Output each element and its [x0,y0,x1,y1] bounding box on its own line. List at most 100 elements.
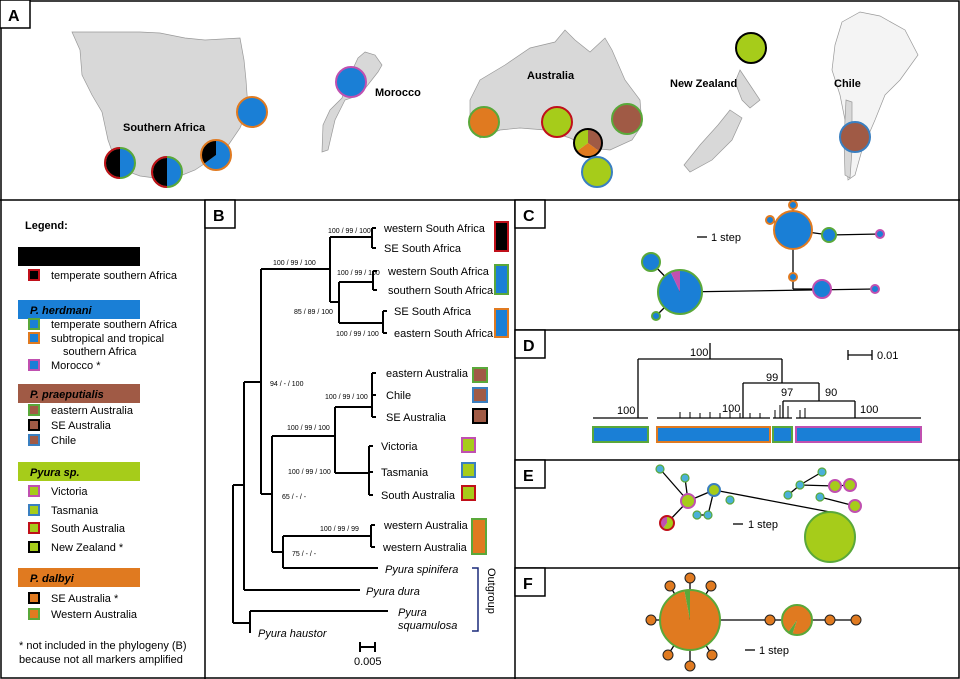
haplotype-circle [200,139,232,171]
haplotype-node [765,215,775,225]
clade-color-box [494,264,509,295]
support-value: 85 / 89 / 100 [294,309,333,316]
haplotype-node [707,483,721,497]
haplotype-node [706,649,718,661]
haplotype-node [815,492,825,502]
scale-bar-label: 1 step [759,645,789,657]
legend: Legend: Pyura stolonifera temperate southe… [18,220,187,666]
legend-group-name: Pyura stolonifera [30,252,120,264]
haplotype-circle-slice [105,148,120,178]
clade-color-box [471,518,487,555]
support-value: 65 / - / - [282,494,307,501]
tip-label: Chile [386,390,411,402]
haplotype-circle [541,106,573,138]
tip-label: SE Australia [386,412,447,424]
legend-item-label: Victoria [51,486,88,498]
haplotype-node [850,614,862,626]
support-value: 100 / 99 / 100 [337,270,380,277]
outgroup-label: Outgroup [485,568,497,614]
haplotype-node [764,614,776,626]
haplotype-node [657,269,703,315]
tip-label: South Australia [381,490,456,502]
clade-color-box [461,485,476,501]
panel-label-f: F [523,576,533,593]
legend-group-name: Pyura sp. [30,467,80,479]
tip-label: western South Africa [387,266,490,278]
haplotype-circle-slice [216,140,231,155]
support-value: 100 [690,347,708,359]
legend-item-label: SE Australia * [51,593,119,605]
legend-item-label: Morocco * [51,360,101,372]
legend-item-label: SE Australia [51,420,112,432]
panel-label-box [514,329,546,359]
tip-label: SE South Africa [394,306,472,318]
legend-swatch [28,541,40,553]
tip-label: SE South Africa [384,243,462,255]
legend-item-label: temperate southern Africa [51,270,178,282]
clade-color-box [494,308,509,338]
haplotype-node [848,499,862,513]
legend-item-label: New Zealand * [51,542,124,554]
clade-color-box [472,387,488,403]
haplotype-circle [468,106,500,138]
legend-swatch [28,332,40,344]
haplotype-node [788,272,798,282]
haplotype-circle-slice [203,155,231,170]
map-region-label: Chile [834,78,861,90]
border-arc [104,147,121,179]
clade-color-box [461,437,476,453]
legend-footnote: because not all markers amplified [19,654,183,666]
haplotype-node [783,490,793,500]
haplotype-node [680,473,690,483]
clade-color-box [494,221,509,252]
network-edge [679,288,876,293]
legend-item-label: southern Africa [63,346,137,358]
haplotype-node-slice [670,270,680,292]
map-region-label: Morocco [375,87,421,99]
haplotype-node-slice [788,620,797,635]
haplotype-circle [335,66,367,98]
tip-label: eastern Australia [386,368,469,380]
support-value: 75 / - / - [292,551,317,558]
legend-group-header [18,568,140,587]
haplotype-circle-slice [120,148,135,178]
legend-swatch [28,318,40,330]
haplotype-node [828,479,842,493]
phylogeny-b-labels: western South Africa SE South Africa weste… [258,223,497,668]
haplotype-node [662,649,674,661]
haplotype-node [692,510,702,520]
haplotype-node-slice [792,605,813,636]
legend-group-header [18,384,140,403]
legend-swatch [28,485,40,497]
haplotype-node-slice [662,516,674,531]
haplotype-circle [735,32,767,64]
scale-bar-label: 1 step [748,519,778,531]
haplotype-node [804,511,856,563]
clade-bar [592,426,649,443]
legend-group-name: P. herdmani [30,305,92,317]
outgroup-tip-label: squamulosa [398,620,457,632]
haplotype-node [645,614,657,626]
map-region-label: Southern Africa [123,122,206,134]
haplotype-node [812,279,832,299]
panel-a-map [71,11,919,181]
haplotype-node [684,660,696,672]
haplotype-node-slice [782,605,797,633]
legend-item-label: temperate southern Africa [51,319,178,331]
panel-labels: A B C D E F [0,0,546,597]
legend-item-label: Western Australia [51,609,138,621]
legend-swatch [28,419,40,431]
haplotype-circle [581,156,613,188]
clade-bar [772,426,793,443]
panel-label-box [0,0,31,29]
haplotype-circle [236,96,268,128]
support-value: 100 [860,404,878,416]
panel-label-box [204,199,236,229]
haplotype-node [659,515,675,531]
haplotype-node-slice [659,590,720,650]
legend-item-label: Chile [51,435,76,447]
haplotype-circle-slice [152,157,167,187]
haplotype-circle [839,121,871,153]
